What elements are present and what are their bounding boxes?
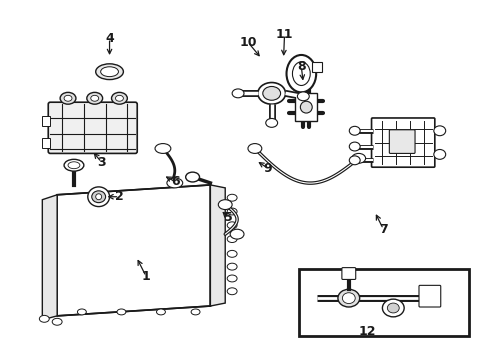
Text: 1: 1 — [142, 270, 150, 283]
Ellipse shape — [227, 288, 237, 295]
Bar — [295, 93, 317, 121]
Ellipse shape — [342, 293, 354, 303]
FancyBboxPatch shape — [371, 118, 434, 167]
Ellipse shape — [227, 236, 237, 243]
Ellipse shape — [77, 309, 86, 315]
Ellipse shape — [92, 191, 105, 203]
Ellipse shape — [257, 82, 285, 104]
Text: 10: 10 — [239, 36, 256, 49]
Ellipse shape — [68, 162, 80, 169]
Ellipse shape — [117, 309, 125, 315]
Text: 9: 9 — [263, 162, 271, 175]
Ellipse shape — [297, 92, 308, 101]
Bar — [42, 138, 50, 148]
Ellipse shape — [230, 229, 244, 239]
Text: 8: 8 — [296, 60, 305, 73]
Ellipse shape — [96, 194, 102, 200]
Circle shape — [300, 101, 311, 113]
Ellipse shape — [348, 142, 360, 151]
Text: 5: 5 — [224, 211, 232, 224]
Ellipse shape — [262, 86, 280, 100]
Polygon shape — [57, 185, 210, 316]
Bar — [42, 116, 50, 126]
Bar — [311, 62, 322, 72]
Ellipse shape — [101, 67, 118, 77]
Ellipse shape — [191, 309, 200, 315]
Ellipse shape — [433, 126, 445, 136]
Ellipse shape — [227, 275, 237, 282]
Ellipse shape — [39, 315, 49, 322]
Ellipse shape — [185, 172, 199, 182]
Ellipse shape — [286, 55, 316, 93]
Ellipse shape — [115, 95, 123, 101]
FancyBboxPatch shape — [48, 102, 137, 153]
Ellipse shape — [232, 89, 244, 98]
Ellipse shape — [60, 93, 76, 104]
Ellipse shape — [91, 95, 99, 101]
Text: 3: 3 — [97, 156, 106, 169]
Ellipse shape — [227, 222, 237, 229]
Ellipse shape — [96, 64, 123, 80]
Ellipse shape — [227, 251, 237, 257]
Text: 11: 11 — [275, 28, 293, 41]
FancyBboxPatch shape — [341, 267, 355, 279]
Ellipse shape — [111, 93, 127, 104]
Ellipse shape — [87, 93, 102, 104]
Ellipse shape — [382, 299, 404, 317]
Ellipse shape — [227, 194, 237, 201]
Ellipse shape — [265, 118, 277, 127]
Ellipse shape — [227, 263, 237, 270]
Polygon shape — [42, 195, 57, 320]
Ellipse shape — [348, 156, 360, 165]
Ellipse shape — [386, 303, 398, 313]
Ellipse shape — [218, 200, 232, 210]
Bar — [299, 269, 468, 336]
FancyBboxPatch shape — [388, 130, 414, 153]
Ellipse shape — [156, 309, 165, 315]
Ellipse shape — [166, 178, 183, 188]
Ellipse shape — [247, 144, 261, 153]
Ellipse shape — [88, 187, 109, 207]
Text: 6: 6 — [171, 175, 180, 189]
Ellipse shape — [433, 149, 445, 159]
Ellipse shape — [52, 318, 62, 325]
Ellipse shape — [348, 126, 360, 135]
Ellipse shape — [351, 153, 365, 163]
Ellipse shape — [64, 95, 72, 101]
Ellipse shape — [292, 62, 309, 85]
Ellipse shape — [64, 159, 83, 171]
Text: 4: 4 — [105, 32, 114, 45]
Ellipse shape — [337, 289, 359, 307]
Ellipse shape — [227, 208, 237, 215]
Text: 7: 7 — [378, 223, 387, 236]
Ellipse shape — [155, 144, 170, 153]
Polygon shape — [210, 185, 225, 306]
Text: 12: 12 — [358, 325, 376, 338]
FancyBboxPatch shape — [418, 285, 440, 307]
Text: 2: 2 — [115, 190, 123, 203]
